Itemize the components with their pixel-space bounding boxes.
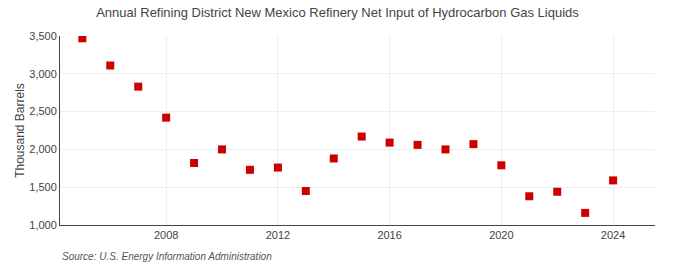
svg-text:Annual Refining District New M: Annual Refining District New Mexico Refi…: [96, 5, 579, 20]
svg-text:2,000: 2,000: [29, 143, 57, 155]
svg-text:2012: 2012: [266, 229, 290, 241]
svg-text:2016: 2016: [377, 229, 401, 241]
svg-text:3,500: 3,500: [29, 30, 57, 42]
svg-text:2,500: 2,500: [29, 105, 57, 117]
svg-text:2024: 2024: [601, 229, 625, 241]
svg-text:1,000: 1,000: [29, 219, 57, 231]
svg-text:2008: 2008: [154, 229, 178, 241]
svg-text:1,500: 1,500: [29, 181, 57, 193]
svg-text:3,000: 3,000: [29, 68, 57, 80]
svg-text:2020: 2020: [489, 229, 513, 241]
svg-text:Thousand Barrels: Thousand Barrels: [13, 83, 27, 178]
svg-text:Source: U.S. Energy Informatio: Source: U.S. Energy Information Administ…: [62, 251, 272, 262]
